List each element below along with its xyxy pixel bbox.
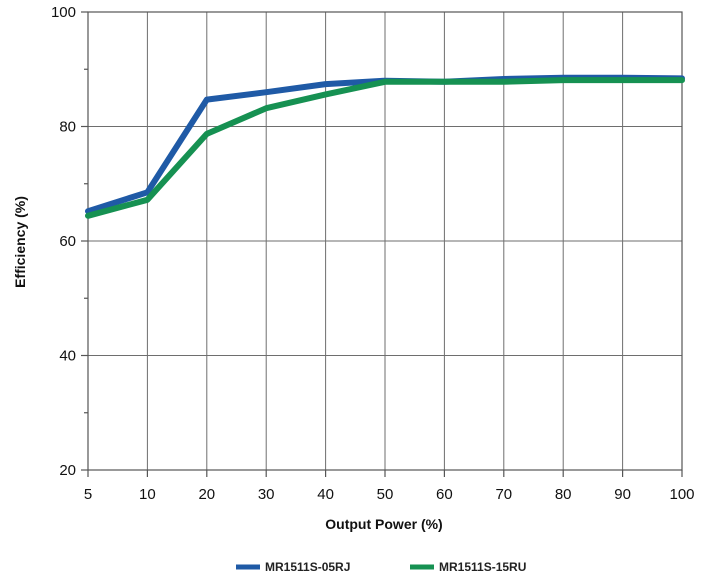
series-line-2 (85, 77, 685, 219)
x-tick-label: 80 (555, 486, 572, 503)
x-tick-label: 90 (614, 486, 631, 503)
x-tick-label: 60 (436, 486, 453, 503)
x-axis-title: Output Power (%) (325, 516, 442, 532)
y-axis-title: Efficiency (%) (12, 196, 28, 288)
x-tick-label: 30 (258, 486, 275, 503)
legend: MR1511S-05RJ MR1511S-15RU (236, 560, 526, 574)
y-tick-label: 80 (59, 119, 76, 136)
x-tick-label: 70 (495, 486, 512, 503)
legend-label-1: MR1511S-05RJ (265, 560, 350, 574)
x-tick-label: 40 (317, 486, 334, 503)
x-tick-label: 10 (139, 486, 156, 503)
legend-label-2: MR1511S-15RU (439, 560, 526, 574)
x-tick-label: 50 (377, 486, 394, 503)
x-tick-label: 20 (198, 486, 215, 503)
y-tick-label: 40 (59, 348, 76, 365)
y-tick-label: 60 (59, 233, 76, 250)
x-tick-label: 5 (84, 486, 92, 503)
x-tick-label: 100 (669, 486, 694, 503)
y-tick-label: 20 (59, 462, 76, 479)
axis-ticks (81, 11, 683, 477)
series-lines (85, 74, 685, 219)
y-tick-label: 100 (51, 4, 76, 21)
tick-labels: 20 40 60 80 100 5 10 20 30 40 50 60 70 80 90 100 (51, 4, 695, 503)
